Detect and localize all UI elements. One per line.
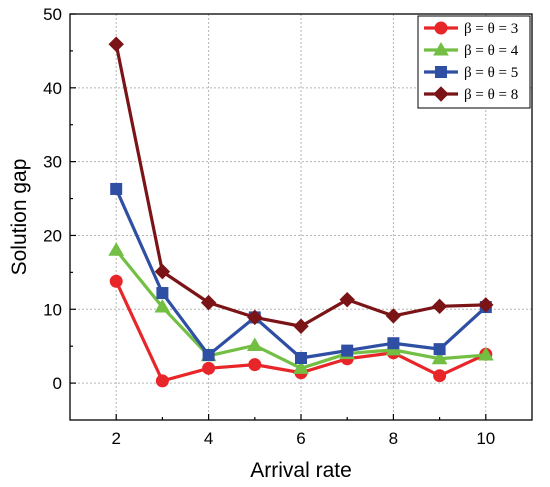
data-point	[248, 358, 262, 372]
data-point	[202, 349, 215, 362]
x-tick-label: 2	[111, 429, 120, 448]
legend-label: β = θ = 4	[464, 43, 519, 59]
data-point	[339, 291, 355, 308]
data-point	[478, 297, 494, 313]
legend: β = θ = 3 β = θ = 4 β = θ = 5 β = θ = 8	[417, 15, 531, 109]
series-3	[110, 182, 492, 364]
data-point	[293, 318, 309, 334]
legend-label: β = θ = 3	[464, 21, 518, 37]
data-point	[246, 337, 263, 351]
legend-marker	[434, 21, 448, 35]
data-point	[295, 351, 307, 364]
ticks: 2 4 6 8 10 0 10 20 30 40 50	[43, 5, 495, 448]
data-point	[433, 369, 447, 383]
data-point	[108, 242, 125, 256]
data-point	[202, 361, 216, 375]
data-point	[431, 298, 448, 315]
data-point	[110, 182, 123, 195]
y-tick-label: 10	[43, 300, 62, 319]
y-tick-label: 50	[43, 5, 62, 24]
data-point	[154, 299, 171, 313]
y-tick-label: 20	[43, 226, 62, 245]
data-point	[247, 309, 263, 326]
y-tick-label: 0	[53, 374, 62, 393]
legend-item: β = θ = 3	[424, 21, 518, 37]
data-point	[155, 374, 169, 388]
legend-item: β = θ = 5	[424, 65, 518, 81]
x-tick-label: 10	[476, 429, 495, 448]
data-point	[109, 274, 123, 288]
x-tick-label: 6	[296, 429, 305, 448]
legend-marker	[433, 42, 449, 56]
data-point	[431, 350, 448, 365]
legend-item: β = θ = 8	[424, 86, 518, 103]
data-point	[387, 337, 400, 350]
data-point	[154, 263, 171, 280]
data-point	[385, 308, 402, 324]
legend-item: β = θ = 4	[424, 42, 519, 59]
x-axis-title: Arrival rate	[250, 459, 352, 482]
series-4	[108, 36, 494, 334]
data-point	[156, 287, 169, 300]
legend-marker	[433, 86, 449, 102]
y-tick-label: 30	[43, 153, 62, 172]
legend-label: β = θ = 8	[464, 87, 518, 103]
data-point	[433, 343, 446, 356]
y-tick-label: 40	[43, 79, 62, 98]
data-point	[108, 36, 124, 52]
y-axis-title: Solution gap	[8, 159, 31, 276]
legend-marker	[435, 66, 447, 78]
data-point	[293, 360, 309, 374]
data-point	[200, 294, 217, 311]
series-layer	[108, 36, 494, 388]
data-point	[341, 344, 354, 357]
x-tick-label: 8	[389, 429, 398, 448]
data-point	[477, 347, 494, 361]
x-tick-label: 4	[204, 429, 213, 448]
legend-label: β = θ = 5	[464, 65, 518, 81]
